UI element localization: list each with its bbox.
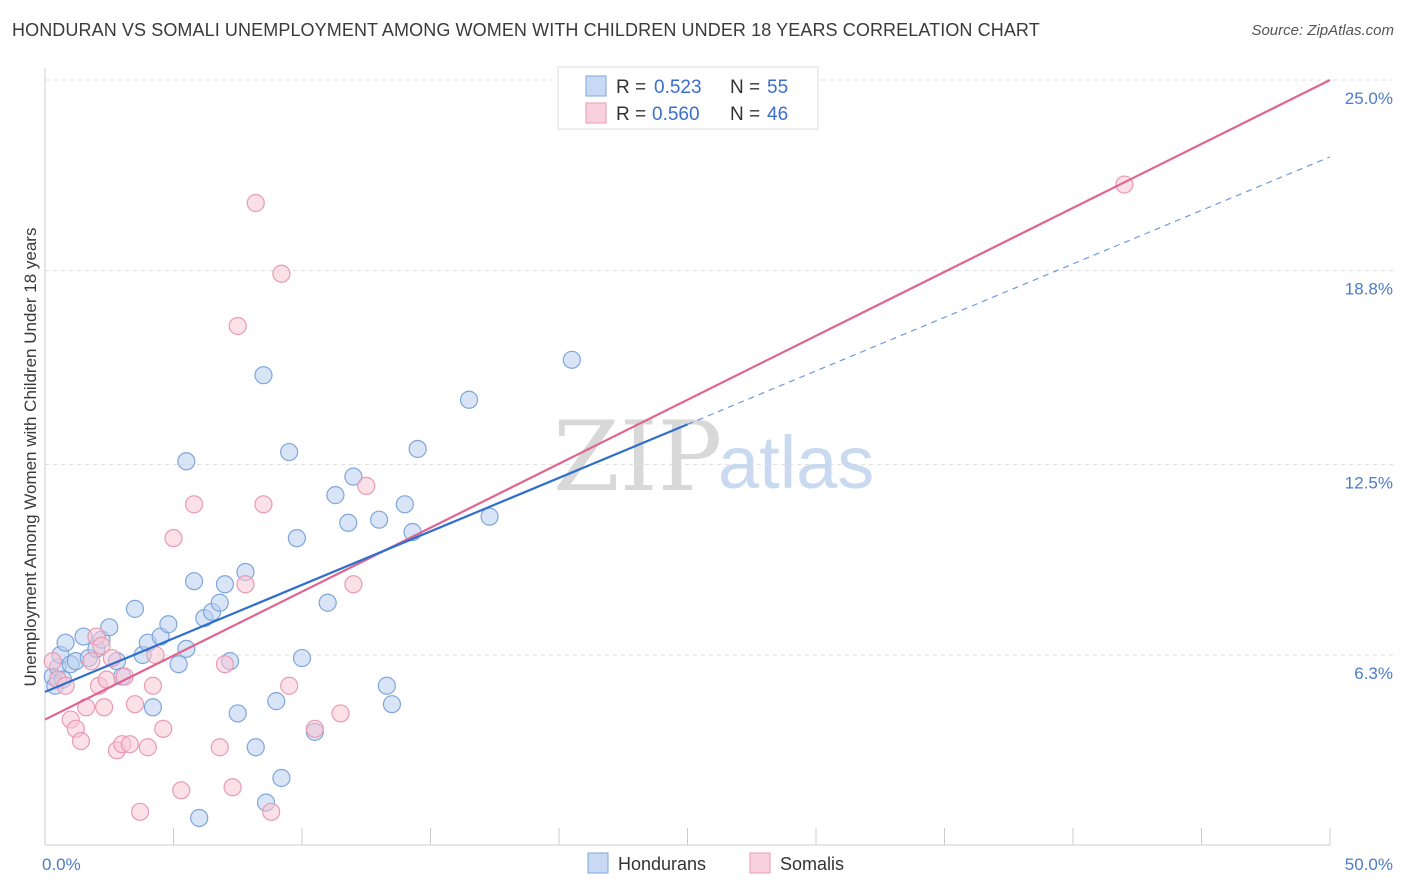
somali-point	[138, 738, 157, 757]
chart-title: HONDURAN VS SOMALI UNEMPLOYMENT AMONG WO…	[12, 20, 1040, 40]
somali-point	[92, 636, 111, 655]
somali-point	[344, 575, 363, 594]
source-credit: Source: ZipAtlas.com	[1251, 22, 1394, 39]
somali-point	[164, 529, 183, 548]
honduran-point	[339, 513, 358, 532]
honduran-point	[159, 615, 178, 634]
honduran-point	[280, 442, 299, 462]
watermark-atlas: atlas	[718, 421, 874, 504]
somali-point	[172, 781, 191, 800]
somali-point	[305, 719, 324, 738]
y-tick-label: 18.8%	[1345, 280, 1393, 299]
honduran-point	[326, 486, 345, 505]
axes	[44, 68, 1331, 846]
honduran-point	[272, 768, 291, 788]
y-tick-label: 6.3%	[1354, 664, 1393, 683]
honduran-point	[210, 593, 229, 612]
somali-point	[223, 778, 242, 797]
y-tick-labels: 6.3% 12.5% 18.8% 25.0%	[1345, 89, 1393, 683]
somali-point	[120, 735, 139, 754]
honduran-point	[377, 676, 396, 695]
honduran-point	[100, 618, 119, 637]
x-tick-label: 0.0%	[42, 855, 81, 874]
legend-n-label: N =	[730, 104, 760, 125]
honduran-point	[382, 695, 402, 714]
x-tick-label: 50.0%	[1345, 855, 1393, 874]
honduran-point	[292, 648, 312, 668]
somali-point	[210, 738, 229, 757]
bottom-legend-swatch-hondurans	[587, 852, 609, 874]
somali-point	[272, 264, 291, 283]
honduran-point	[184, 572, 204, 591]
somali-point	[154, 719, 173, 738]
somali-point	[43, 652, 62, 671]
honduran-point	[190, 808, 209, 828]
honduran-point	[408, 439, 427, 459]
somali-point	[184, 495, 204, 514]
somali-point	[215, 655, 234, 674]
honduran-point	[143, 698, 163, 717]
trend-lines	[44, 79, 1331, 721]
y-axis-title: Unemployment Among Women with Children U…	[21, 228, 40, 687]
honduran-point	[370, 510, 389, 529]
somali-point	[143, 676, 163, 695]
legend-top: R = 0.523 N = 55 R = 0.560 N = 46	[557, 66, 819, 130]
honduran-point	[177, 452, 196, 471]
legend-r-value: 0.560	[652, 104, 700, 125]
somali-point	[280, 676, 299, 695]
legend-n-value: 55	[767, 77, 788, 98]
y-tick-label: 12.5%	[1345, 473, 1393, 492]
honduran-point	[318, 593, 337, 612]
honduran-point	[459, 390, 479, 409]
honduran-point	[228, 704, 247, 723]
somali-point	[125, 695, 145, 714]
honduran-trend-line	[44, 423, 688, 693]
somali-point	[254, 495, 273, 514]
honduran-point	[344, 467, 363, 486]
bottom-legend-swatch-somalis	[749, 852, 771, 874]
honduran-point	[254, 366, 273, 385]
bottom-legend-hondurans: Hondurans	[618, 854, 706, 874]
honduran-point	[395, 495, 414, 514]
somali-point	[262, 802, 281, 821]
legend-swatch-somalis	[585, 102, 607, 124]
somali-point	[95, 698, 114, 717]
legend-r-label: R =	[616, 104, 646, 125]
watermark: ZIP atlas	[553, 401, 874, 513]
honduran-trend-extension	[687, 156, 1331, 425]
honduran-point	[125, 599, 145, 618]
honduran-point	[480, 507, 499, 526]
legend-r-label: R =	[616, 77, 646, 98]
somali-point	[228, 316, 247, 336]
somali-point	[130, 802, 150, 821]
legend-n-label: N =	[730, 77, 760, 98]
honduran-point	[287, 529, 306, 548]
honduran-point	[246, 738, 265, 757]
somali-point	[71, 731, 91, 751]
somali-point	[236, 575, 255, 594]
somali-point	[246, 193, 265, 213]
somali-point	[357, 476, 376, 495]
somali-point	[331, 704, 350, 723]
legend-bottom: Hondurans Somalis	[587, 852, 844, 874]
honduran-point	[215, 575, 234, 594]
legend-r-value: 0.523	[654, 77, 702, 98]
legend-swatch-hondurans	[585, 75, 607, 97]
y-tick-label: 25.0%	[1345, 89, 1393, 108]
somali-point	[82, 652, 101, 671]
bottom-legend-somalis: Somalis	[780, 854, 844, 874]
honduran-point	[56, 633, 75, 652]
honduran-point	[562, 350, 581, 369]
honduran-point	[169, 655, 188, 674]
honduran-point	[267, 692, 286, 711]
legend-n-value: 46	[767, 104, 788, 125]
watermark-zip: ZIP	[553, 401, 722, 513]
somali-trend-line	[44, 79, 1331, 721]
x-tick-labels: 0.0% 50.0%	[42, 855, 1393, 874]
